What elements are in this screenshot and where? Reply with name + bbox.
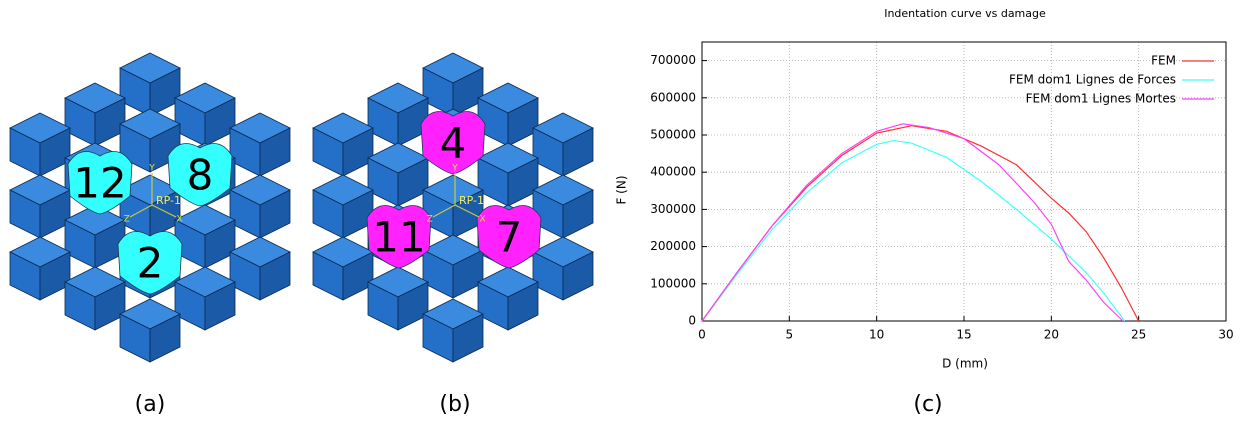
region-label: 4 <box>440 119 467 168</box>
cube-face <box>452 313 484 363</box>
region-label: 2 <box>137 239 164 288</box>
series-line <box>701 125 1140 322</box>
x-tick-label: 25 <box>1131 328 1146 342</box>
caption: (a) <box>135 392 166 417</box>
legend-label: FEM dom1 Lignes de Forces <box>1009 73 1176 87</box>
cube-face <box>204 281 236 331</box>
triad-label: Y <box>451 164 458 174</box>
y-tick-label: 500000 <box>650 128 696 142</box>
x-tick-label: 20 <box>1044 328 1059 342</box>
x-tick-label: 0 <box>698 328 706 342</box>
axis-triad <box>432 204 456 218</box>
y-tick-label: 0 <box>688 314 696 328</box>
cube-face <box>562 127 594 177</box>
x-tick-label: 15 <box>956 328 971 342</box>
series-line <box>701 123 1124 322</box>
caption: (b) <box>439 392 470 417</box>
rp-label: RP-1 <box>156 194 181 207</box>
highlight-region <box>117 231 183 295</box>
chart-title: Indentation curve vs damage <box>884 7 1046 20</box>
rp-label: RP-1 <box>459 194 484 207</box>
y-tick-label: 200000 <box>650 239 696 253</box>
region-label: 11 <box>372 213 425 262</box>
series-line <box>701 139 1126 322</box>
cube-face <box>149 313 181 363</box>
y-tick-label: 100000 <box>650 276 696 290</box>
x-tick-label: 30 <box>1218 328 1233 342</box>
region-label: 8 <box>187 151 214 200</box>
y-tick-label: 400000 <box>650 165 696 179</box>
axis-triad <box>129 204 153 218</box>
legend-label: FEM <box>1151 54 1176 68</box>
highlight-region <box>366 205 432 269</box>
triad-label: X <box>480 214 486 224</box>
region-label: 7 <box>496 213 523 262</box>
highlight-region <box>167 143 233 207</box>
caption: (c) <box>913 392 942 417</box>
x-tick-label: 5 <box>786 328 794 342</box>
y-tick-label: 700000 <box>650 53 696 67</box>
triad-label: X <box>177 214 183 224</box>
highlight-region <box>420 111 486 175</box>
x-axis-label: D (mm) <box>942 357 988 371</box>
region-label: 12 <box>73 159 126 208</box>
y-axis-label: F (N) <box>615 175 629 204</box>
cube-face <box>507 281 539 331</box>
cube-face <box>562 251 594 301</box>
triad-label: Z <box>427 214 433 224</box>
legend-label: FEM dom1 Lignes Mortes <box>1026 92 1176 106</box>
axis-triad <box>151 204 177 218</box>
x-tick-label: 10 <box>869 328 884 342</box>
triad-label: Z <box>124 214 130 224</box>
triad-label: Y <box>148 164 155 174</box>
y-tick-label: 600000 <box>650 90 696 104</box>
cube-face <box>259 127 291 177</box>
highlight-region <box>67 151 133 215</box>
highlight-region <box>476 205 542 269</box>
cube-face <box>259 251 291 301</box>
cube-face <box>259 189 291 239</box>
cube-face <box>562 189 594 239</box>
y-tick-label: 300000 <box>650 202 696 216</box>
plot-frame <box>701 41 1227 322</box>
axis-triad <box>454 204 480 218</box>
